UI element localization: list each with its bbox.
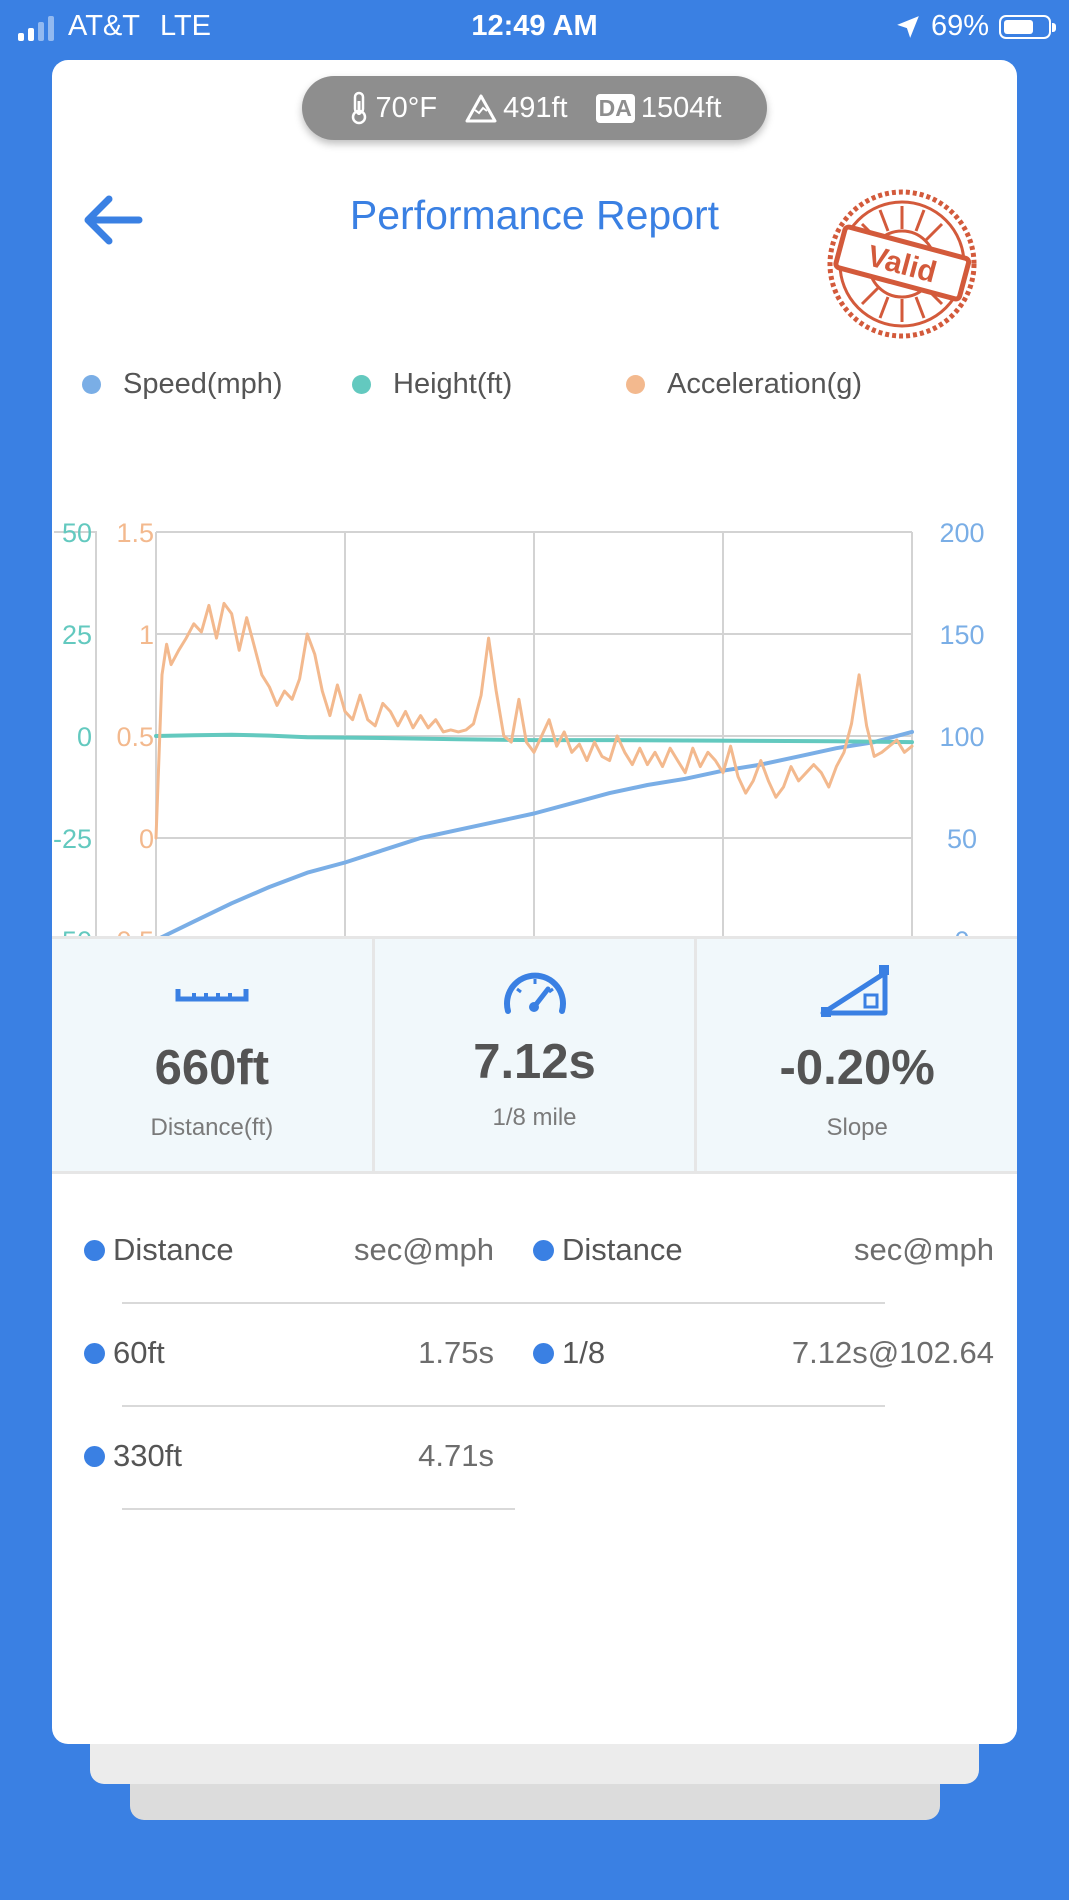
density-altitude-value: 1504ft [640, 91, 722, 124]
split-distance: 60ft [113, 1335, 165, 1370]
bullet-dot [84, 1342, 105, 1364]
legend-label: Speed(mph) [123, 368, 283, 400]
column-header: sec@mph [353, 1232, 494, 1267]
splits-header-left: Distance [84, 1220, 234, 1280]
split-time: 1.75s [418, 1335, 494, 1370]
thermometer-icon [351, 91, 366, 125]
page-title: Performance Report [349, 192, 720, 238]
acceleration-g-series-line [154, 601, 914, 840]
bullet-dot [533, 1342, 554, 1364]
valid-stamp-icon: Valid [827, 189, 977, 339]
split-distance: 330ft [113, 1438, 182, 1473]
legend-label: Acceleration(g) [667, 368, 863, 400]
split-distance: 1/8 [562, 1335, 606, 1370]
splits-header-right: Distance [533, 1220, 683, 1280]
legend-item-height: Height(ft) [352, 368, 626, 401]
accel-axis-tick: 0.5 [116, 722, 154, 752]
column-header: Distance [113, 1232, 234, 1267]
row-divider [122, 1405, 885, 1407]
conditions-pill: 70°F 491ft DA 1504ft [302, 76, 767, 140]
row-divider [122, 1508, 515, 1510]
height-axis-tick: -25 [53, 824, 92, 854]
legend-dot [82, 375, 101, 394]
split-time: 4.71s [418, 1438, 494, 1473]
bullet-dot [84, 1445, 105, 1467]
stat-time: 7.12s 1/8 mile [371, 939, 695, 1171]
slope-icon [820, 965, 890, 1017]
ruler-icon [175, 989, 249, 1002]
stat-distance: 660ft Distance(ft) [52, 939, 372, 1171]
height-axis-tick: 0 [77, 722, 92, 752]
speed-axis-tick: 200 [939, 518, 984, 548]
stat-value: 660ft [154, 1041, 270, 1095]
stat-label: 1/8 mile [492, 1104, 577, 1131]
battery-percent: 69% [930, 10, 989, 42]
accel-axis-tick: 1 [139, 620, 154, 650]
stat-label: Slope [826, 1114, 888, 1141]
stat-label: Distance(ft) [150, 1114, 274, 1141]
stats-panel: 660ft Distance(ft) 7.12s 1/8 mile -0.20%… [52, 936, 1017, 1174]
speed-axis-tick: 150 [939, 620, 984, 650]
speed-mph-series-line [154, 729, 914, 942]
altitude-value: 491ft [503, 91, 568, 124]
stat-value: 7.12s [473, 1035, 596, 1089]
speed-axis-tick: 100 [939, 722, 984, 752]
row-divider [122, 1302, 885, 1304]
legend-label: Height(ft) [393, 368, 513, 400]
stat-slope: -0.20% Slope [694, 939, 1017, 1171]
carrier-label: AT&T [68, 10, 140, 42]
accel-axis-tick: 0 [139, 824, 154, 854]
report-card: 70°F 491ft DA 1504ft Performance Report [52, 60, 1017, 1744]
column-header: Distance [562, 1232, 683, 1267]
table-row: 1/8 [533, 1323, 605, 1383]
height-ft-series-line [154, 732, 914, 745]
stat-value: -0.20% [779, 1041, 935, 1095]
legend-item-speed: Speed(mph) [82, 368, 352, 401]
temperature-value: 70°F [375, 91, 438, 124]
da-label: DA [595, 93, 635, 123]
signal-icon [18, 13, 54, 41]
legend-item-acceleration: Acceleration(g) [626, 368, 862, 401]
clock: 12:49 AM [471, 10, 598, 42]
accel-axis-tick: 1.5 [116, 518, 154, 548]
bullet-dot [84, 1239, 105, 1261]
bullet-dot [533, 1239, 554, 1261]
height-axis-tick: 25 [62, 620, 92, 650]
legend-dot [626, 375, 645, 394]
table-row: 60ft [84, 1323, 165, 1383]
split-time: 7.12s@102.64 [791, 1335, 994, 1370]
table-row: 330ft [84, 1426, 182, 1486]
speedometer-icon [503, 972, 566, 1014]
battery-icon [999, 14, 1056, 39]
status-bar: AT&T LTE 12:49 AM 69% [0, 0, 1069, 54]
height-axis-tick: 50 [62, 518, 92, 548]
mountain-icon [465, 94, 497, 123]
back-arrow-icon[interactable] [77, 185, 147, 255]
legend-dot [352, 375, 371, 394]
location-arrow-icon [897, 15, 919, 38]
column-header: sec@mph [853, 1232, 994, 1267]
network-label: LTE [159, 10, 212, 42]
chart-legend: Speed(mph) Height(ft) Acceleration(g) [82, 368, 862, 401]
speed-axis-tick: 50 [947, 824, 977, 854]
